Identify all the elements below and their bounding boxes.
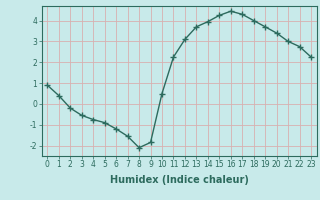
X-axis label: Humidex (Indice chaleur): Humidex (Indice chaleur) — [110, 175, 249, 185]
